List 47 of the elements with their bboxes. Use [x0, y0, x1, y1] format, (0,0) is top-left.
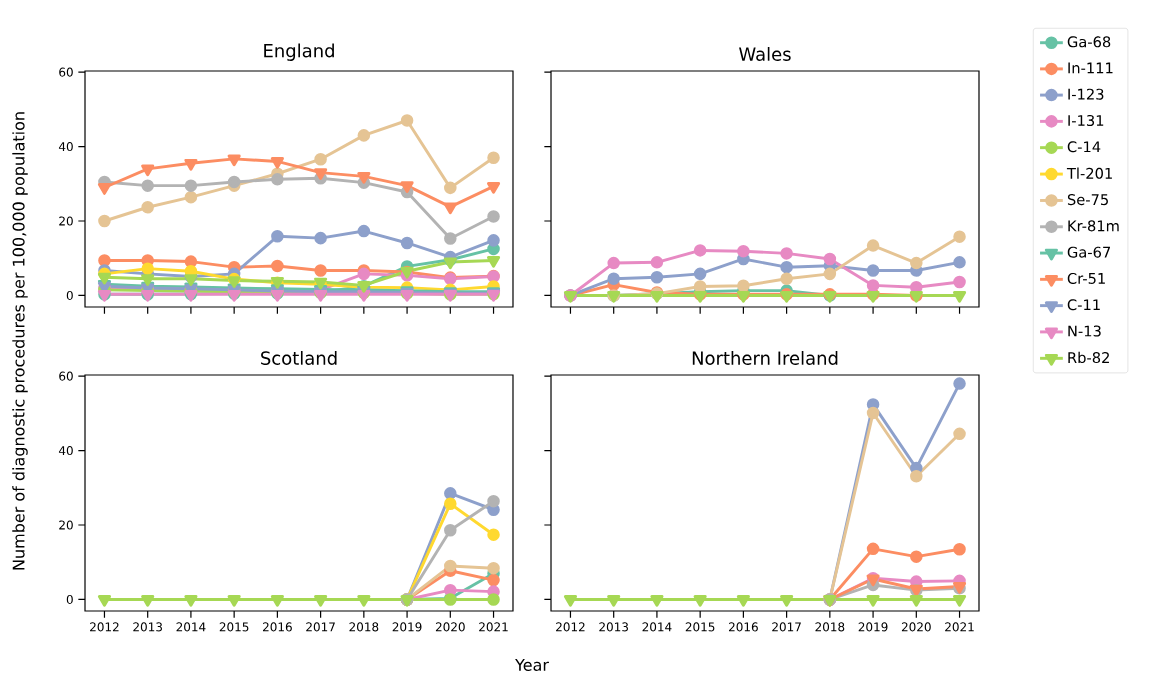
- y-tick-label: 60: [59, 67, 73, 77]
- x-tick-label: 2019: [858, 622, 888, 632]
- y-tick-label: 20: [59, 520, 73, 530]
- x-tick-label: 2021: [945, 622, 974, 632]
- legend-label: N-13: [1068, 325, 1101, 337]
- chart-title: Northern Ireland: [692, 351, 838, 365]
- legend-label: Rb-82: [1068, 351, 1109, 364]
- legend-label: In-111: [1068, 62, 1113, 74]
- legend-label: C-14: [1067, 141, 1101, 153]
- legend-label: C-11: [1067, 299, 1100, 311]
- chart-title: England: [264, 43, 334, 61]
- x-tick-label: 2012: [90, 622, 119, 632]
- legend-label: Kr-81m: [1068, 220, 1119, 232]
- x-tick-label: 2015: [685, 622, 715, 632]
- x-tick-label: 2014: [642, 622, 672, 632]
- x-tick-label: 2016: [729, 622, 758, 632]
- y-tick-label: 0: [66, 290, 73, 300]
- x-tick-label: 2017: [772, 622, 801, 632]
- chart-title: Scotland: [261, 351, 337, 365]
- legend-label: I-123: [1068, 88, 1104, 100]
- y-tick-label: 20: [59, 216, 73, 226]
- legend-label: Cr-51: [1067, 272, 1105, 284]
- legend-label: Se-75: [1067, 194, 1108, 206]
- y-tick-label: 40: [58, 142, 73, 152]
- x-tick-label: 2015: [219, 622, 249, 632]
- y-axis-title: Number of diagnostic procedures per 100,000 population: [12, 112, 28, 570]
- chart-title: Wales: [739, 47, 791, 61]
- x-tick-label: 2019: [392, 622, 422, 632]
- x-tick-label: 2020: [435, 622, 465, 632]
- x-tick-label: 2017: [306, 622, 335, 632]
- x-tick-label: 2014: [176, 622, 206, 632]
- x-tick-label: 2021: [479, 622, 508, 632]
- x-tick-label: 2012: [556, 622, 585, 632]
- legend-label: Ga-67: [1067, 246, 1111, 258]
- legend-label: Tl-201: [1066, 167, 1112, 179]
- x-tick-label: 2016: [262, 622, 292, 632]
- y-tick-label: 40: [58, 446, 73, 456]
- x-tick-label: 2013: [599, 622, 628, 632]
- x-tick-label: 2018: [815, 622, 845, 632]
- y-tick-label: 0: [66, 594, 73, 604]
- x-tick-label: 2020: [901, 622, 931, 632]
- legend-label: Ga-68: [1067, 36, 1111, 48]
- legend-label: I-131: [1068, 114, 1104, 127]
- y-tick-label: 60: [59, 371, 73, 381]
- x-tick-label: 2018: [349, 622, 379, 632]
- x-tick-label: 2013: [133, 622, 162, 632]
- x-axis-title: Year: [515, 659, 549, 671]
